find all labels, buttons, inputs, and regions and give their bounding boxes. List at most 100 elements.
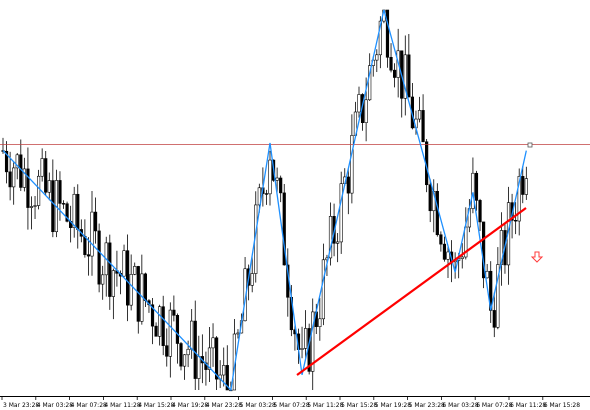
candle bbox=[44, 150, 48, 196]
candle bbox=[65, 201, 69, 223]
candle bbox=[154, 322, 158, 337]
candle bbox=[97, 223, 101, 293]
candle bbox=[417, 96, 422, 123]
candle bbox=[478, 198, 482, 231]
candle bbox=[328, 202, 333, 266]
x-tick-label: 6 Mar 15:28 bbox=[544, 402, 580, 409]
candle bbox=[111, 268, 115, 320]
x-tick-label: 4 Mar 11:28 bbox=[104, 402, 140, 409]
candle bbox=[90, 190, 94, 276]
candle bbox=[211, 323, 215, 367]
candle bbox=[51, 159, 55, 238]
x-tick-label: 5 Mar 07:28 bbox=[273, 402, 309, 409]
candle bbox=[165, 328, 169, 367]
candle bbox=[250, 256, 254, 293]
x-tick-label: 5 Mar 11:28 bbox=[307, 402, 343, 409]
candle bbox=[172, 295, 176, 322]
candle bbox=[158, 304, 162, 346]
candle bbox=[403, 35, 407, 116]
candle bbox=[72, 186, 76, 238]
candle bbox=[421, 94, 425, 143]
candle bbox=[215, 336, 219, 390]
candle bbox=[264, 189, 269, 205]
candle bbox=[321, 243, 326, 326]
candle bbox=[389, 43, 393, 73]
support-trendline[interactable] bbox=[296, 207, 527, 376]
candle bbox=[207, 327, 212, 383]
candle bbox=[40, 148, 44, 182]
price-marker-icon bbox=[527, 142, 533, 148]
x-tick-label: 5 Mar 03:28 bbox=[240, 402, 276, 409]
x-tick-label: 6 Mar 03:28 bbox=[442, 402, 478, 409]
candle bbox=[29, 196, 34, 230]
candle bbox=[471, 157, 475, 214]
candle bbox=[268, 150, 272, 206]
candle bbox=[275, 167, 279, 193]
candle bbox=[26, 147, 30, 230]
candle bbox=[474, 170, 479, 211]
candle bbox=[336, 233, 340, 263]
x-tick-label: 4 Mar 23:28 bbox=[206, 402, 242, 409]
candle bbox=[385, 9, 390, 68]
candle bbox=[129, 254, 133, 311]
candle bbox=[133, 262, 137, 276]
candle bbox=[303, 310, 308, 358]
x-axis-ticks: 3 Mar 23:284 Mar 03:284 Mar 07:284 Mar 1… bbox=[1, 396, 580, 409]
candle bbox=[179, 341, 183, 371]
candle bbox=[61, 200, 66, 209]
candle bbox=[168, 302, 172, 378]
candle bbox=[489, 261, 493, 323]
candle bbox=[222, 347, 226, 387]
candle bbox=[36, 169, 41, 210]
x-tick-label: 6 Mar 07:28 bbox=[476, 402, 512, 409]
x-tick-label: 4 Mar 03:28 bbox=[37, 402, 73, 409]
candle bbox=[47, 172, 51, 201]
candle bbox=[368, 53, 372, 101]
candle bbox=[193, 300, 197, 390]
candle bbox=[439, 231, 443, 252]
candle bbox=[481, 221, 486, 289]
candle bbox=[279, 175, 283, 203]
x-tick-label: 3 Mar 23:28 bbox=[3, 402, 39, 409]
x-tick-label: 6 Mar 11:28 bbox=[510, 402, 546, 409]
candle bbox=[122, 244, 126, 277]
candle bbox=[225, 345, 229, 391]
candle bbox=[8, 151, 12, 201]
candle bbox=[282, 183, 286, 266]
candle bbox=[524, 166, 528, 200]
candle bbox=[346, 168, 350, 215]
candle bbox=[4, 141, 9, 184]
candle bbox=[442, 236, 447, 262]
x-tick-label: 4 Mar 19:28 bbox=[172, 402, 208, 409]
candle bbox=[375, 49, 379, 73]
x-tick-label: 5 Mar 15:28 bbox=[341, 402, 377, 409]
candle bbox=[12, 161, 16, 205]
x-tick-label: 4 Mar 07:28 bbox=[71, 402, 107, 409]
candle bbox=[492, 292, 496, 338]
candle bbox=[407, 33, 411, 98]
candle bbox=[318, 297, 322, 341]
candle bbox=[182, 354, 187, 380]
zigzag-indicator-line bbox=[2, 9, 527, 392]
candle bbox=[521, 166, 525, 204]
candle bbox=[101, 265, 105, 300]
candle bbox=[126, 234, 130, 322]
candle bbox=[108, 234, 112, 310]
candle bbox=[339, 171, 343, 254]
candle bbox=[150, 298, 155, 345]
candle bbox=[357, 86, 361, 118]
candle bbox=[311, 298, 315, 390]
candle bbox=[392, 63, 397, 88]
candle bbox=[86, 237, 91, 276]
candle bbox=[22, 157, 26, 192]
candlestick-series bbox=[1, 9, 528, 392]
candle bbox=[33, 195, 37, 220]
candle bbox=[161, 295, 165, 356]
candle bbox=[496, 247, 500, 330]
candle bbox=[428, 178, 432, 223]
candle bbox=[446, 244, 450, 278]
x-tick-label: 4 Mar 15:28 bbox=[138, 402, 174, 409]
sell-arrow-icon bbox=[530, 251, 544, 263]
